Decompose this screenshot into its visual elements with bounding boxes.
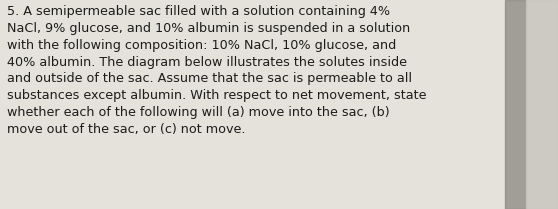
- Bar: [526, 0, 558, 209]
- Bar: [505, 0, 526, 209]
- Text: 5. A semipermeable sac filled with a solution containing 4%
NaCl, 9% glucose, an: 5. A semipermeable sac filled with a sol…: [7, 5, 426, 136]
